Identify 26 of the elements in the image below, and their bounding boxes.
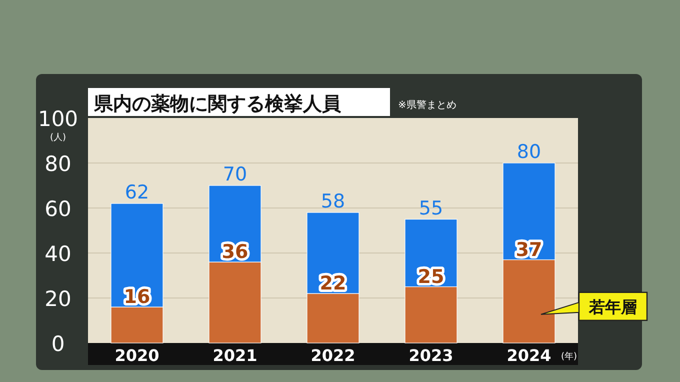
y-tick-label: 0 [51,332,65,356]
x-tick-label: 2020 [114,346,160,365]
chart-title: 県内の薬物に関する検挙人員 [93,93,341,115]
data-label: 37 [516,238,542,261]
y-tick-label: 80 [44,152,72,176]
x-tick-label: 2021 [212,346,258,365]
total-label: 70 [222,164,248,186]
y-axis-title: (人) [50,132,66,143]
text: 若年層 [588,297,637,316]
x-axis-title: (年) [560,351,578,362]
total-label: 55 [418,197,444,220]
text: ※県警まとめ [398,99,456,111]
total-label: 62 [124,182,150,204]
y-tick-label: 20 [44,287,72,311]
y-tick-label: 40 [44,242,72,266]
total-label: 80 [516,141,542,163]
y-tick-label: 60 [44,197,72,221]
data-label: 22 [320,272,346,294]
x-tick-label: 2022 [310,346,356,365]
y-tick-label: 100 [38,107,78,131]
total-label: 58 [320,190,346,212]
data-label: 16 [124,286,150,308]
data-label: 25 [418,266,444,288]
x-tick-label: 2024 [506,346,552,365]
data-label: 36 [222,241,248,263]
x-tick-label: 2023 [408,346,454,365]
